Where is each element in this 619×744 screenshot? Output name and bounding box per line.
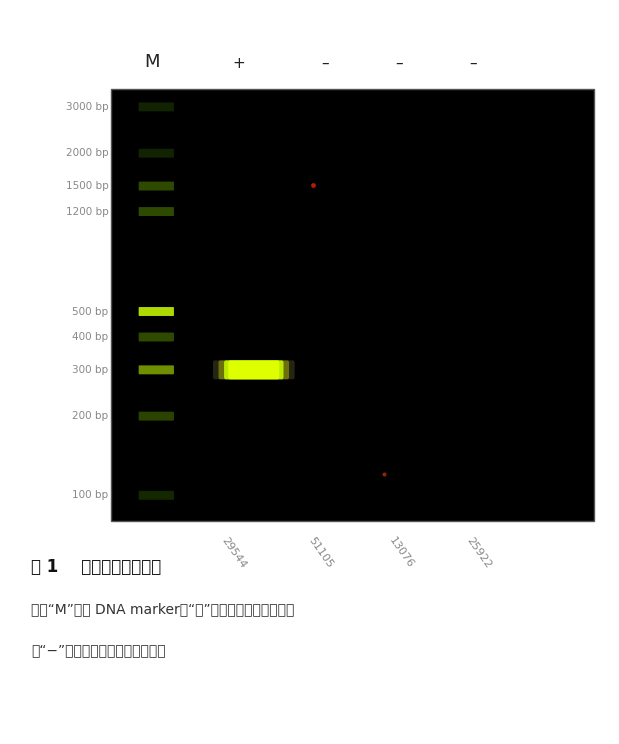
FancyBboxPatch shape: [219, 360, 289, 379]
Text: 图 1    阳性对照反应产物: 图 1 阳性对照反应产物: [31, 558, 161, 576]
FancyBboxPatch shape: [139, 333, 174, 341]
Text: 2000 bp: 2000 bp: [66, 148, 108, 158]
FancyBboxPatch shape: [139, 307, 174, 316]
Text: 200 bp: 200 bp: [72, 411, 108, 421]
FancyBboxPatch shape: [139, 182, 174, 190]
FancyBboxPatch shape: [228, 360, 279, 379]
Text: 3000 bp: 3000 bp: [66, 102, 108, 112]
Text: –: –: [396, 56, 403, 71]
Text: 1500 bp: 1500 bp: [66, 181, 108, 191]
Text: 13076: 13076: [387, 536, 415, 570]
FancyBboxPatch shape: [213, 360, 295, 379]
Text: +: +: [232, 56, 245, 71]
FancyBboxPatch shape: [224, 360, 284, 379]
FancyBboxPatch shape: [139, 411, 174, 420]
Text: M: M: [144, 53, 160, 71]
FancyBboxPatch shape: [139, 491, 174, 500]
Text: 29544: 29544: [220, 536, 248, 571]
Text: 500 bp: 500 bp: [72, 307, 108, 316]
FancyBboxPatch shape: [139, 365, 174, 374]
Text: 51105: 51105: [306, 536, 335, 570]
Text: 400 bp: 400 bp: [72, 332, 108, 342]
Text: 25922: 25922: [464, 536, 493, 571]
Text: –: –: [470, 56, 477, 71]
Text: ；“−”表示结果为非克罗诺杆菌。: ；“−”表示结果为非克罗诺杆菌。: [31, 644, 165, 658]
FancyBboxPatch shape: [139, 207, 174, 216]
Text: 注：“M”表示 DNA marker；“＋”表示结果为克罗诺杆菌: 注：“M”表示 DNA marker；“＋”表示结果为克罗诺杆菌: [31, 603, 294, 617]
Text: –: –: [321, 56, 329, 71]
Text: 100 bp: 100 bp: [72, 490, 108, 500]
FancyBboxPatch shape: [139, 149, 174, 158]
FancyBboxPatch shape: [139, 103, 174, 112]
Text: 1200 bp: 1200 bp: [66, 207, 108, 217]
Text: 300 bp: 300 bp: [72, 365, 108, 375]
Bar: [111, 89, 594, 521]
